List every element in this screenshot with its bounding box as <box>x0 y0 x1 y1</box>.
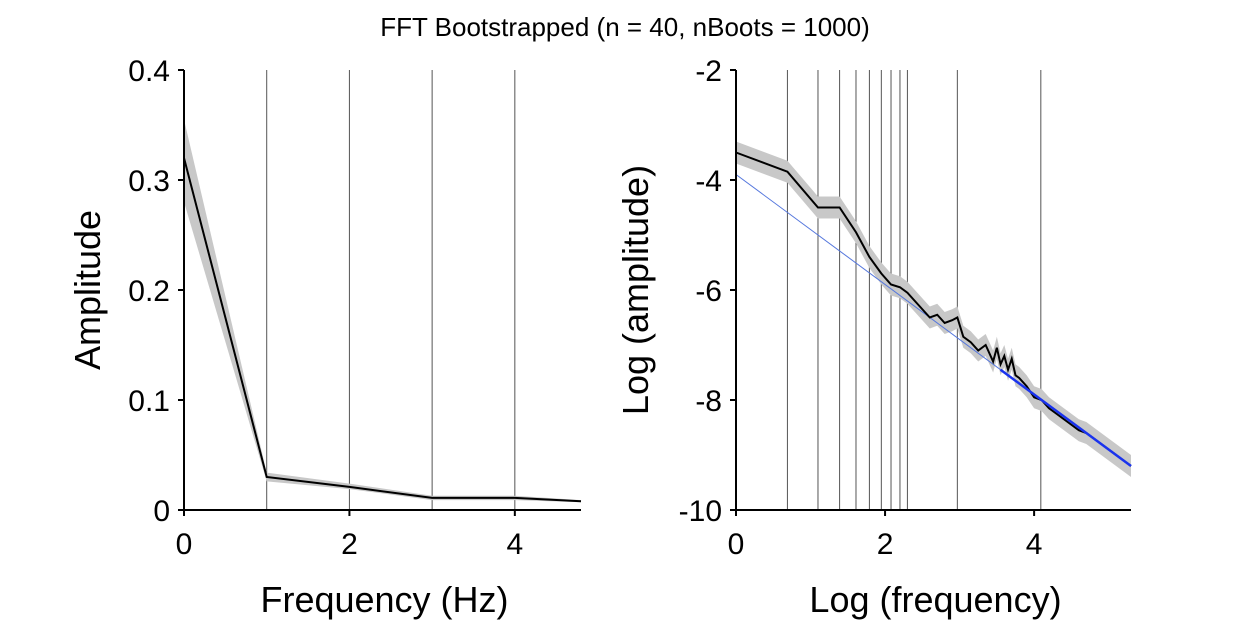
y-tick-label-1: -8 <box>695 385 722 418</box>
x-tick-label-0: 0 <box>728 528 745 561</box>
y-tick-label-4: 0.4 <box>128 55 170 88</box>
confidence-band-0 <box>184 119 581 503</box>
y-tick-label-0: -10 <box>679 495 722 528</box>
confidence-band-0 <box>736 141 1131 477</box>
y-tick-label-1: 0.1 <box>128 385 170 418</box>
y-axis-title: Amplitude <box>67 210 108 370</box>
x-tick-label-2: 4 <box>1026 528 1043 561</box>
x-axis-title: Log (frequency) <box>809 579 1061 620</box>
x-tick-label-1: 2 <box>341 528 358 561</box>
y-tick-label-2: 0.2 <box>128 275 170 308</box>
amplitude-plot: 0 0.1 0.2 0.3 0.4 0 2 4 Frequency (Hz) Amplitude <box>67 55 582 620</box>
x-axis-title: Frequency (Hz) <box>260 579 508 620</box>
y-tick-label-4: -2 <box>695 55 722 88</box>
y-tick-label-3: 0.3 <box>128 165 170 198</box>
series-line-0 <box>735 151 1132 467</box>
y-tick-label-3: -4 <box>695 165 722 198</box>
x-tick-label-1: 2 <box>877 528 894 561</box>
fit-segment <box>999 368 1132 468</box>
series-line-0 <box>183 157 582 503</box>
x-tick-label-0: 0 <box>176 528 193 561</box>
x-tick-label-2: 4 <box>506 528 523 561</box>
y-tick-label-0: 0 <box>153 495 170 528</box>
y-tick-label-2: -6 <box>695 275 722 308</box>
y-axis-title: Log (amplitude) <box>615 165 656 415</box>
log-amplitude-plot: -10 -8 -6 -4 -2 0 2 4 Log (frequency) Log (amplit… <box>615 55 1132 620</box>
figure-title: FFT Bootstrapped (n = 40, nBoots = 1000) <box>380 12 870 42</box>
